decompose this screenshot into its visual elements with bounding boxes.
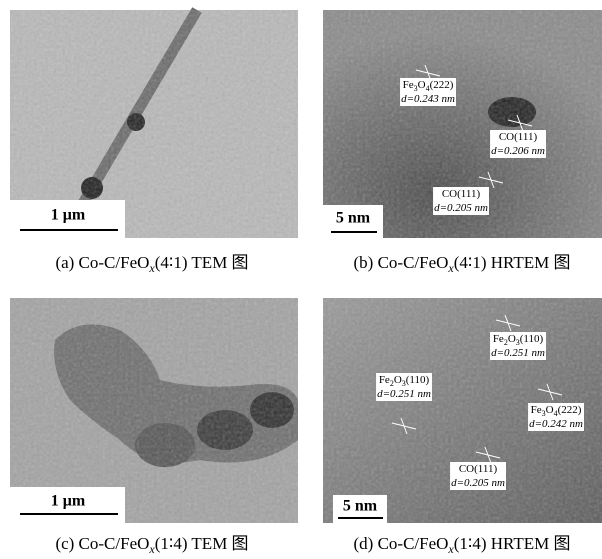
caption-text: (c) Co-C/FeO xyxy=(55,534,149,553)
formula-text: O xyxy=(546,404,554,416)
annotation-spacing: d=0.242 nm xyxy=(529,418,583,430)
caption: (d) Co-C/FeOx(1∶4) HRTEM 图 xyxy=(354,534,571,556)
annotation-spacing: d=0.206 nm xyxy=(491,145,545,157)
caption-text: (d) Co-C/FeO xyxy=(354,534,449,553)
caption-text: (a) Co-C/FeO xyxy=(55,253,149,272)
caption-text: (b) Co-C/FeO xyxy=(354,253,449,272)
formula-text: (222) xyxy=(558,404,582,416)
scale-bar-label: 1 μm xyxy=(51,207,86,224)
formula-text: (222) xyxy=(430,79,454,91)
caption: (c) Co-C/FeOx(1∶4) TEM 图 xyxy=(55,534,248,556)
formula-text: Fe xyxy=(379,374,390,386)
caption: (a) Co-C/FeOx(4∶1) TEM 图 xyxy=(55,253,248,275)
annotation-spacing: d=0.243 nm xyxy=(401,93,455,105)
formula-text: (110) xyxy=(520,333,544,345)
annotation-formula: CO(111) xyxy=(499,131,538,143)
annotation-formula: CO(111) xyxy=(442,188,481,200)
formula-text: CO(111) xyxy=(442,188,481,200)
formula-text: (110) xyxy=(406,374,430,386)
formula-text: Fe xyxy=(493,333,504,345)
formula-text: Fe xyxy=(531,404,542,416)
annotation-spacing: d=0.251 nm xyxy=(377,388,431,400)
caption-text: (1∶4) HRTEM 图 xyxy=(454,534,571,553)
annotation-spacing: d=0.251 nm xyxy=(491,347,545,359)
annotation-formula: CO(111) xyxy=(459,463,498,475)
caption-text: (1∶4) TEM 图 xyxy=(155,534,249,553)
formula-text: CO(111) xyxy=(499,131,538,143)
caption-text: (4∶1) HRTEM 图 xyxy=(454,253,571,272)
annotation-spacing: d=0.205 nm xyxy=(434,202,488,214)
formula-text: Fe xyxy=(403,79,414,91)
figure: (a) Co-C/FeOx(4∶1) TEM 图 1 μm (b) Co-C/FeO… xyxy=(0,0,602,559)
caption-text: (4∶1) TEM 图 xyxy=(155,253,249,272)
formula-text: O xyxy=(418,79,426,91)
formula-text: O xyxy=(508,333,516,345)
scale-bar-label: 1 μm xyxy=(51,493,86,510)
annotation-spacing: d=0.205 nm xyxy=(451,477,505,489)
scale-bar-label: 5 nm xyxy=(336,210,371,227)
formula-text: O xyxy=(394,374,402,386)
formula-text: CO(111) xyxy=(459,463,498,475)
scale-bar-label: 5 nm xyxy=(343,498,378,515)
caption: (b) Co-C/FeOx(4∶1) HRTEM 图 xyxy=(354,253,571,275)
